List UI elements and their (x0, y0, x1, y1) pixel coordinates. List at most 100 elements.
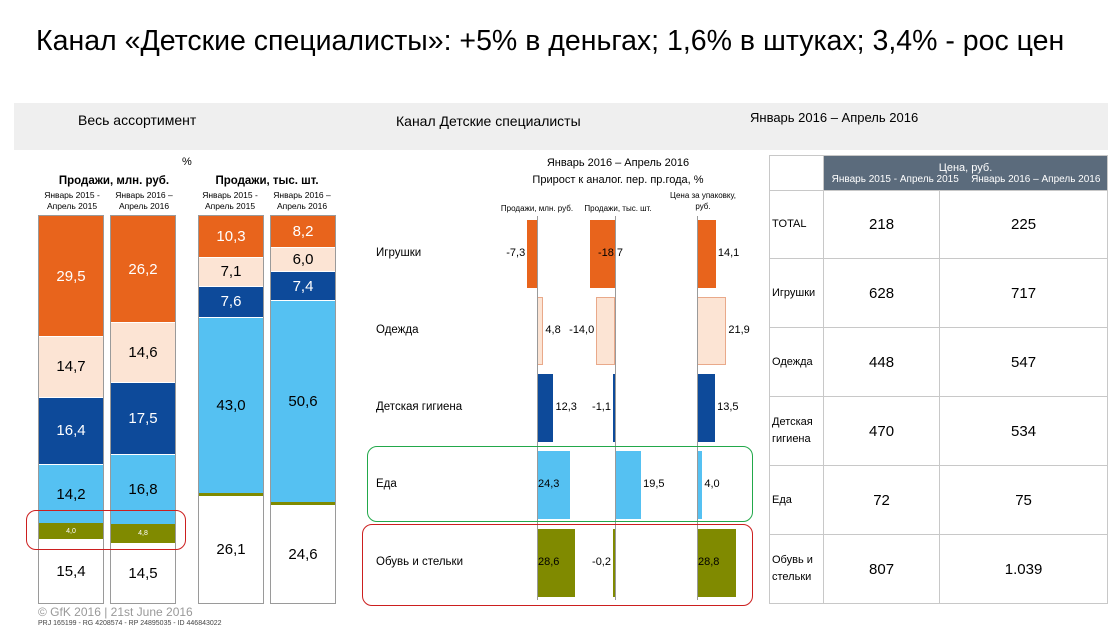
growth-bar-clothes (697, 297, 727, 365)
growth-bar-toys (697, 220, 716, 288)
bar-segment-hygiene: 7,6 (199, 286, 263, 318)
chart2-cat-label: Январь 2015 - Апрель 2015 (202, 190, 258, 211)
bar-value-label: 17,5 (128, 410, 158, 428)
growth-category-label: Обувь и стельки (376, 556, 464, 568)
price-header-title: Цена, руб. (938, 161, 993, 174)
growth-bar-food (697, 451, 703, 519)
bar-value-label: 7,6 (220, 293, 242, 311)
growth-value-label: 21,9 (728, 324, 750, 336)
growth-value-label: 19,5 (643, 478, 665, 490)
bar-value-label: 29,5 (56, 267, 86, 285)
growth-category-label: Одежда (376, 324, 419, 336)
growth-bar-clothes (596, 297, 615, 365)
growth-value-label: -18,7 (597, 247, 624, 259)
price-cell: 225 (939, 190, 1108, 259)
price-row-name: Еда (769, 465, 824, 535)
price-row-name: TOTAL (769, 190, 824, 259)
price-col-header: Январь 2016 – Апрель 2016 (971, 173, 1101, 185)
band-label-left: Весь ассортимент (78, 112, 197, 128)
chart1-title: Продажи, млн. руб. (58, 175, 170, 187)
growth-category-label: Детская гигиена (376, 401, 463, 413)
growth-bar-hygiene (697, 374, 716, 442)
header-band (14, 103, 1108, 150)
growth-value-label: -1,1 (592, 401, 611, 413)
price-cell: 1.039 (939, 534, 1108, 604)
bar-value-label: 14,7 (56, 358, 86, 376)
bar-value-label: 43,0 (216, 396, 246, 414)
stacked-bar: 10,3 7,1 7,6 43,0 26,1 (198, 215, 264, 604)
bar-segment-other: 14,5 (111, 543, 175, 603)
bar-segment-shoes: 4,0 (39, 523, 103, 540)
growth-bar-shoes (613, 529, 615, 597)
price-cell: 470 (822, 396, 941, 466)
highlight-shoes-left (26, 510, 186, 550)
price-row-name: Одежда (769, 327, 824, 397)
highlight-food (367, 446, 753, 522)
price-cell: 75 (939, 465, 1108, 535)
bar-segment-food: 14,2 (39, 464, 103, 524)
growth-category-label: Игрушки (376, 247, 422, 259)
bar-segment-food: 50,6 (271, 301, 335, 502)
price-cell: 218 (822, 190, 941, 259)
growth-value-label: 4,0 (704, 478, 720, 490)
band-label-center: Канал Детские специалисты (396, 113, 581, 129)
bar-value-label: 26,2 (128, 260, 158, 278)
highlight-shoes (362, 524, 753, 606)
growth-bar-hygiene (537, 374, 554, 442)
bar-segment-hygiene: 7,4 (271, 272, 335, 302)
bar-segment-shoes (271, 501, 335, 506)
growth-value-label: -14,0 (569, 324, 595, 336)
bar-value-label: 16,8 (128, 480, 158, 498)
growth-zero-axis (537, 216, 538, 600)
chart3-subtitle: Прирост к аналог. пер. пр.года, % (532, 174, 704, 186)
price-cell: 628 (822, 258, 941, 328)
bar-value-label: 50,6 (288, 393, 318, 411)
footer-copyright: © GfK 2016 | 21st June 2016 (38, 605, 193, 619)
chart3-col-header: Продажи, млн. руб. (500, 204, 574, 213)
bar-segment-toys: 29,5 (39, 216, 103, 338)
price-cell: 807 (822, 534, 941, 604)
band-label-right: Январь 2016 – Апрель 2016 (750, 110, 919, 125)
bar-value-label: 14,6 (128, 344, 158, 362)
bar-segment-other: 24,6 (271, 505, 335, 603)
bar-segment-toys: 10,3 (199, 216, 263, 258)
bar-value-label: 7,4 (292, 277, 314, 295)
percent-unit-label: % (182, 156, 192, 168)
price-row-name: Игрушки (769, 258, 824, 328)
growth-bar-toys (589, 220, 615, 288)
growth-value-label: 28,8 (698, 556, 720, 568)
growth-value-label: -7,3 (506, 247, 526, 259)
bar-value-label: 24,6 (288, 545, 318, 563)
growth-zero-axis (697, 216, 698, 600)
bar-value-label: 14,5 (128, 564, 158, 582)
growth-value-label: 24,3 (538, 478, 560, 490)
growth-bar-toys (527, 220, 537, 288)
bar-value-label: 16,4 (56, 422, 86, 440)
bar-value-label: 8,2 (292, 223, 314, 241)
bar-segment-clothes: 14,7 (39, 337, 103, 398)
growth-bar-hygiene (613, 374, 615, 442)
chart1-cat-label: Январь 2015 - Апрель 2015 (44, 190, 100, 211)
bar-value-label: 4,0 (66, 527, 76, 535)
stacked-bar: 8,2 6,0 7,4 50,6 24,6 (270, 215, 336, 604)
bar-value-label: 26,1 (216, 541, 246, 559)
growth-bar-shoes (537, 529, 576, 597)
growth-bar-shoes (697, 529, 736, 597)
bar-value-label: 10,3 (216, 227, 246, 245)
bar-value-label: 6,0 (292, 251, 314, 269)
price-col-header: Январь 2015 - Апрель 2015 (831, 173, 959, 185)
bar-segment-clothes: 6,0 (271, 248, 335, 273)
bar-segment-toys: 8,2 (271, 216, 335, 249)
chart3-col-header: Продажи, тыс. шт. (584, 204, 652, 213)
growth-value-label: 12,3 (555, 401, 577, 413)
bar-segment-food: 43,0 (199, 317, 263, 493)
footer-ids: PRJ 165199 - RG 4208574 - RP 24895035 - … (38, 620, 222, 627)
stacked-bar: 26,2 14,6 17,5 16,8 4,8 14,5 (110, 215, 176, 604)
price-cell: 547 (939, 327, 1108, 397)
price-row-name: Детская гигиена (769, 396, 824, 466)
growth-bar-food (615, 451, 642, 519)
bar-value-label: 15,4 (56, 562, 86, 580)
bar-segment-other: 15,4 (39, 539, 103, 603)
growth-value-label: -0,2 (592, 556, 611, 568)
bar-value-label: 14,2 (56, 485, 86, 503)
